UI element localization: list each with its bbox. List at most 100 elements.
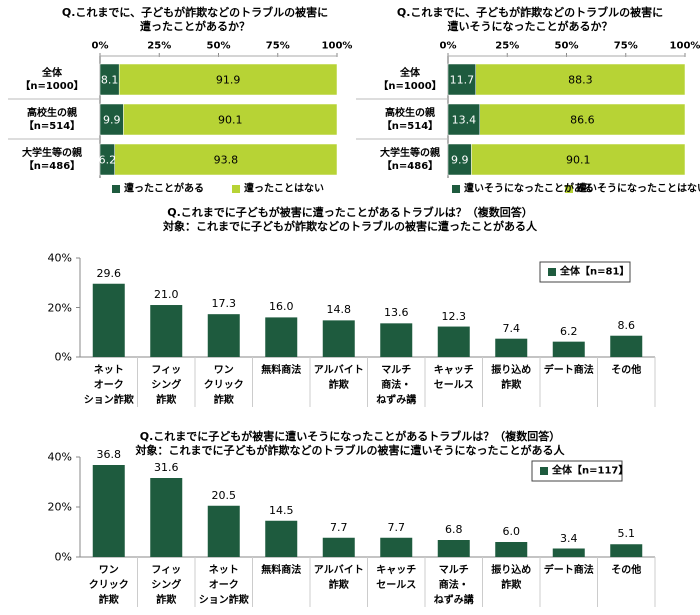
x-tick-label: デート商法 bbox=[543, 565, 594, 576]
bar bbox=[610, 544, 643, 557]
chart-title: 遭ったことがあるか？ bbox=[140, 20, 250, 33]
chart-title: Q.これまでに子どもが被害に遭ったことがあるトラブルは？（複数回答） bbox=[167, 206, 533, 219]
category-label: 大学生等の親 【n=486】 bbox=[380, 147, 440, 172]
category-label: 大学生等の親 【n=486】 bbox=[22, 147, 82, 172]
value-label: 5.1 bbox=[617, 527, 636, 541]
chart-title: Q.これまでに、子どもが詐欺などのトラブルの被害に bbox=[61, 6, 329, 19]
x-tick-label: ネット オーク ション詐欺 bbox=[83, 365, 134, 406]
x-tick-label: 無料商法 bbox=[261, 365, 302, 376]
y-tick-label: 20% bbox=[47, 500, 72, 514]
y-tick-label: 0% bbox=[54, 550, 72, 564]
value-label: 90.1 bbox=[217, 113, 243, 126]
value-label: 36.8 bbox=[96, 448, 122, 461]
bar bbox=[610, 335, 643, 357]
x-tick-label: 100% bbox=[321, 40, 353, 52]
bar-segment bbox=[479, 103, 686, 136]
value-label: 6.0 bbox=[502, 525, 521, 538]
legend-label: 全体【n=81】 bbox=[560, 266, 630, 278]
value-label: 29.6 bbox=[96, 266, 122, 280]
bar bbox=[380, 323, 413, 357]
value-label: 11.7 bbox=[449, 73, 475, 86]
category-label: 全体 【n=1000】 bbox=[378, 67, 442, 92]
x-tick-label: その他 bbox=[611, 565, 642, 576]
value-label: 88.3 bbox=[568, 73, 593, 86]
bar bbox=[207, 314, 240, 357]
value-label: 14.5 bbox=[269, 503, 294, 517]
bar bbox=[322, 320, 355, 357]
chart-subtitle: 対象：これまでに子どもが詐欺などのトラブルの被害に遭ったことがある人 bbox=[163, 220, 537, 233]
bar bbox=[92, 465, 125, 557]
value-label: 91.9 bbox=[215, 73, 241, 86]
bar bbox=[495, 338, 528, 357]
bar bbox=[437, 540, 470, 557]
x-tick-label: 0% bbox=[91, 40, 109, 52]
legend-swatch bbox=[565, 185, 573, 193]
value-label: 7.7 bbox=[330, 520, 348, 534]
legend-label: 遭いそうになったことがある bbox=[464, 183, 594, 195]
x-tick-label: 25% bbox=[495, 40, 520, 52]
value-label: 12.3 bbox=[441, 309, 467, 323]
category-label: 全体 【n=1000】 bbox=[20, 67, 84, 92]
chart-subtitle: 対象：これまでに子どもが詐欺などのトラブルの被害に遭いそうになったことがある人 bbox=[135, 444, 565, 457]
x-tick-label: その他 bbox=[611, 365, 642, 376]
value-label: 20.5 bbox=[211, 488, 237, 502]
bar bbox=[92, 283, 125, 357]
value-label: 7.4 bbox=[502, 321, 521, 335]
x-tick-label: 振り込め 詐欺 bbox=[491, 565, 532, 591]
bar bbox=[552, 341, 585, 357]
value-label: 14.8 bbox=[326, 303, 352, 317]
x-tick-label: キャッチ セールス bbox=[433, 365, 474, 391]
legend-box bbox=[539, 261, 631, 283]
value-label: 21.0 bbox=[154, 288, 179, 302]
bar bbox=[150, 305, 183, 357]
y-tick-label: 40% bbox=[47, 450, 72, 464]
chart-title: 遭いそうになったことがあるか？ bbox=[447, 20, 613, 33]
value-label: 31.6 bbox=[154, 461, 179, 474]
legend-label: 全体【n=117】 bbox=[552, 465, 629, 477]
bar-segment bbox=[447, 63, 476, 96]
x-tick-label: フィッ シング 詐欺 bbox=[151, 365, 182, 406]
x-tick-label: マルチ 商法・ ねずみ講 bbox=[433, 565, 474, 606]
x-tick-label: キャッチ セールス bbox=[376, 565, 417, 591]
bar-segment bbox=[475, 63, 686, 96]
chart-title: Q.これまでに、子どもが詐欺などのトラブルの被害に bbox=[396, 6, 664, 19]
bar bbox=[322, 537, 355, 557]
value-label: 6.2 bbox=[98, 153, 117, 166]
value-label: 8.6 bbox=[617, 318, 636, 332]
bar bbox=[265, 520, 298, 557]
legend-swatch bbox=[452, 185, 460, 193]
bar bbox=[265, 317, 298, 357]
bar-segment bbox=[118, 63, 338, 96]
value-label: 13.4 bbox=[451, 113, 477, 126]
bar bbox=[150, 478, 183, 557]
bar-segment bbox=[123, 103, 338, 136]
x-tick-label: ネット オーク ション詐欺 bbox=[198, 565, 249, 606]
value-label: 90.1 bbox=[565, 153, 591, 166]
x-tick-label: アルバイト 詐欺 bbox=[313, 565, 364, 591]
legend-swatch bbox=[540, 467, 548, 475]
legend-box bbox=[531, 460, 623, 482]
bar bbox=[552, 548, 585, 557]
x-tick-label: 0% bbox=[439, 40, 457, 52]
x-tick-label: 25% bbox=[147, 40, 172, 52]
legend-swatch bbox=[548, 268, 556, 276]
y-tick-label: 0% bbox=[54, 350, 72, 364]
value-label: 17.3 bbox=[211, 297, 237, 311]
x-tick-label: ワン クリック 詐欺 bbox=[203, 365, 244, 406]
category-label: 高校生の親 【n=514】 bbox=[381, 107, 439, 132]
legend-swatch bbox=[232, 185, 240, 193]
x-tick-label: 100% bbox=[669, 40, 700, 52]
value-label: 9.9 bbox=[102, 113, 121, 126]
x-tick-label: 75% bbox=[613, 40, 638, 52]
value-label: 13.6 bbox=[384, 306, 409, 320]
value-label: 6.2 bbox=[560, 324, 578, 338]
value-label: 9.9 bbox=[450, 153, 469, 166]
value-label: 16.0 bbox=[269, 300, 294, 314]
x-tick-label: フィッ シング 詐欺 bbox=[151, 565, 182, 606]
bar-segment bbox=[471, 143, 686, 176]
bar bbox=[207, 505, 240, 557]
y-tick-label: 20% bbox=[47, 301, 72, 314]
x-tick-label: 75% bbox=[265, 40, 290, 52]
x-tick-label: アルバイト 詐欺 bbox=[313, 365, 364, 391]
